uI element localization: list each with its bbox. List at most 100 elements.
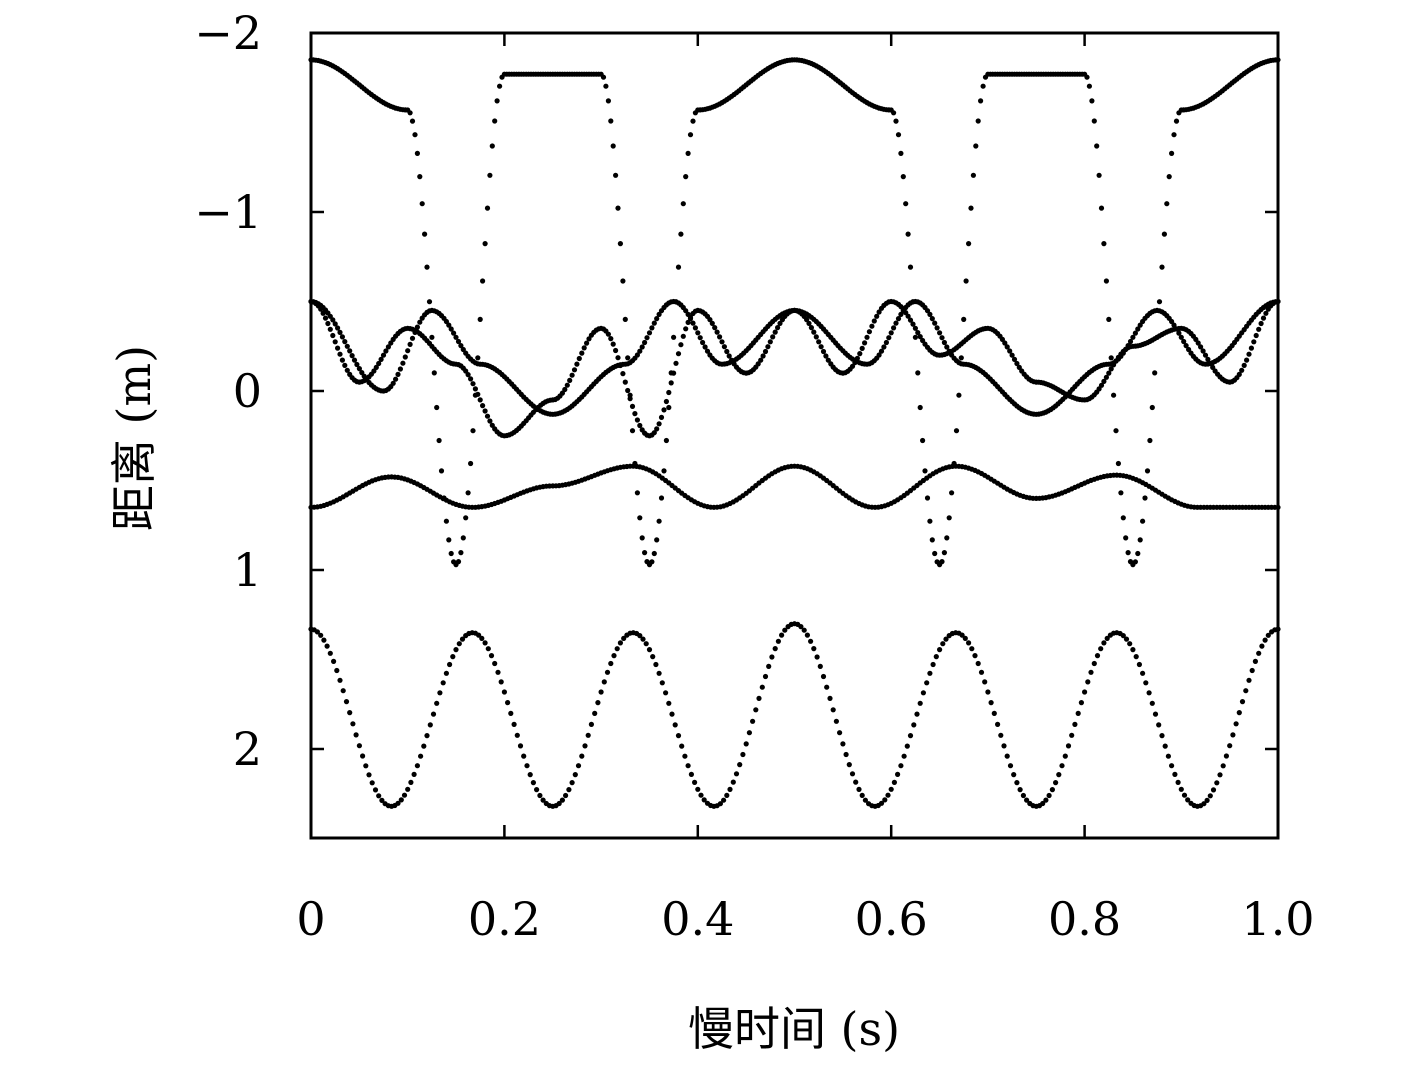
data-point <box>484 413 491 419</box>
data-point <box>900 174 906 180</box>
data-point <box>414 150 420 156</box>
data-point <box>1002 340 1008 346</box>
data-point <box>1140 670 1146 676</box>
data-point <box>1239 367 1245 373</box>
data-point <box>962 635 968 642</box>
data-point <box>1120 633 1126 639</box>
data-point <box>340 688 346 694</box>
data-point <box>907 733 914 739</box>
data-point <box>418 753 424 759</box>
data-point <box>1082 689 1088 695</box>
data-point <box>675 733 682 739</box>
data-point <box>1104 635 1110 642</box>
data-point <box>1088 669 1094 675</box>
data-point <box>608 118 614 124</box>
data-point <box>760 353 766 359</box>
data-point <box>658 414 665 420</box>
data-point <box>869 323 875 329</box>
data-point <box>878 348 885 354</box>
data-point <box>1166 174 1172 180</box>
data-point <box>968 205 974 211</box>
data-point <box>393 376 399 382</box>
data-point <box>737 762 743 768</box>
data-point <box>937 330 943 336</box>
data-point <box>1183 343 1189 349</box>
data-point <box>712 325 718 331</box>
data-point <box>1244 357 1250 363</box>
data-point <box>429 334 435 340</box>
data-point <box>576 355 582 362</box>
data-point <box>772 329 778 335</box>
data-point <box>878 800 885 806</box>
data-point <box>489 143 495 149</box>
data-point <box>1111 392 1117 398</box>
data-point <box>883 339 890 346</box>
data-point <box>843 751 849 758</box>
data-point <box>325 320 331 327</box>
y-tick-label: 0 <box>233 364 262 418</box>
data-point <box>322 315 329 321</box>
data-point <box>1207 360 1213 367</box>
data-point <box>632 411 638 417</box>
data-point <box>1049 787 1055 793</box>
data-point <box>651 550 657 557</box>
data-point <box>1164 201 1170 207</box>
data-point <box>342 362 348 368</box>
data-point <box>808 638 814 644</box>
data-point <box>961 316 967 322</box>
data-point <box>721 344 728 350</box>
data-point <box>1069 732 1075 738</box>
data-point <box>343 699 350 705</box>
data-point <box>650 654 656 660</box>
data-point <box>1181 792 1188 798</box>
data-point <box>1127 338 1134 345</box>
data-point <box>605 98 612 104</box>
data-point <box>680 201 686 207</box>
data-point <box>412 132 418 138</box>
data-point <box>438 468 445 474</box>
data-point <box>477 397 483 403</box>
data-point <box>482 640 488 646</box>
y-tick-label: 1 <box>233 543 262 597</box>
data-point <box>1178 786 1184 792</box>
data-point <box>395 371 401 377</box>
data-point <box>327 326 333 332</box>
data-point <box>642 339 648 346</box>
data-point <box>637 348 643 354</box>
data-point <box>1230 732 1236 738</box>
data-point <box>654 537 660 543</box>
data-point <box>876 352 882 358</box>
data-point <box>1091 118 1097 124</box>
data-point <box>714 329 720 335</box>
data-point <box>882 797 888 803</box>
data-point <box>524 763 530 769</box>
data-point <box>448 550 454 557</box>
data-point <box>505 700 511 706</box>
data-point <box>1127 641 1133 647</box>
data-point <box>1085 679 1091 685</box>
data-point <box>1198 344 1204 350</box>
data-point <box>1152 711 1159 717</box>
data-point <box>1239 699 1246 705</box>
data-point <box>937 647 943 653</box>
data-point <box>709 320 715 326</box>
data-point <box>940 641 946 647</box>
data-point <box>864 334 870 340</box>
data-point <box>534 787 540 793</box>
data-point <box>475 391 481 397</box>
data-point <box>1115 460 1121 467</box>
data-point <box>417 174 423 180</box>
data-point <box>314 629 320 635</box>
data-point <box>1098 205 1105 211</box>
data-point <box>436 437 442 444</box>
data-point <box>1149 404 1155 411</box>
data-point <box>337 329 343 335</box>
data-point <box>740 751 746 758</box>
x-tick-label: 0.4 <box>661 892 734 946</box>
data-point <box>690 320 696 326</box>
data-point <box>806 320 812 326</box>
data-point <box>779 632 785 638</box>
data-point <box>488 653 495 659</box>
data-point <box>891 110 897 116</box>
data-point <box>1205 356 1211 362</box>
